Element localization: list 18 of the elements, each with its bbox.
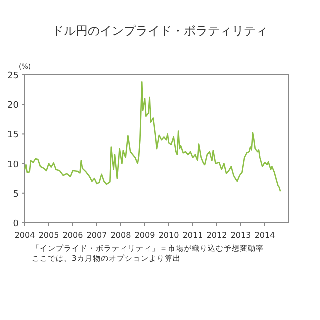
x-tick-label: 2008 — [110, 231, 132, 240]
x-tick-label: 2009 — [134, 231, 156, 240]
y-tick-label: 20 — [8, 101, 20, 112]
y-tick-label: 10 — [8, 160, 20, 170]
x-tick-label: 2006 — [62, 231, 84, 240]
y-tick-label: 5 — [13, 190, 19, 200]
y-tick-label: 15 — [8, 130, 19, 141]
x-tick-label: 2011 — [182, 231, 204, 240]
y-tick-label: 0 — [13, 220, 20, 230]
x-tick-label: 2013 — [230, 231, 252, 240]
x-tick-label: 2010 — [158, 231, 180, 240]
x-tick-label: 2014 — [254, 231, 276, 240]
x-tick-label: 2004 — [14, 231, 36, 240]
x-tick-label: 2007 — [86, 231, 108, 240]
y-tick-label: 25 — [8, 72, 19, 82]
chart-title: ドル円のインプライド・ボラティリティ — [52, 24, 268, 38]
x-tick-label: 2005 — [38, 231, 60, 240]
x-tick-label: 2012 — [206, 231, 228, 240]
